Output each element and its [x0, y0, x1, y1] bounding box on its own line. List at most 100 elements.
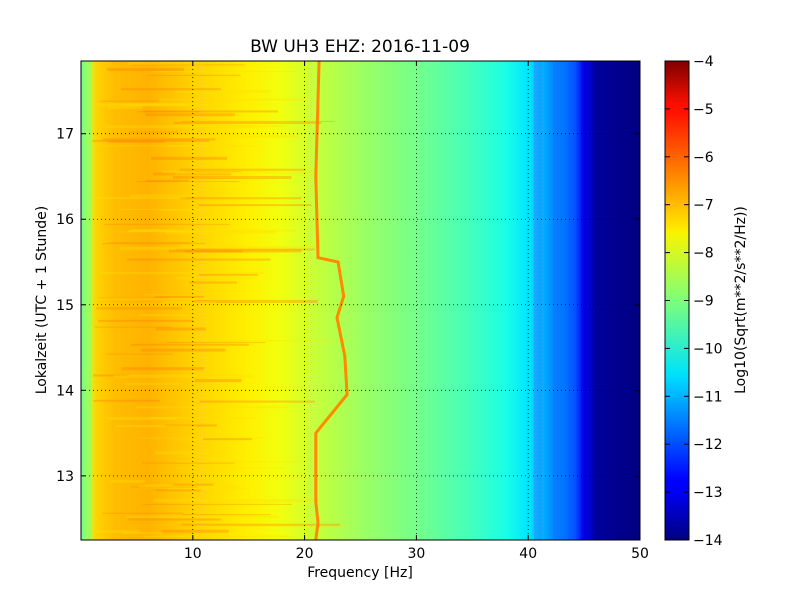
y-tick-label: 13	[56, 469, 74, 485]
streak	[107, 106, 143, 110]
y-tick-label: 16	[56, 212, 74, 228]
streak	[176, 467, 287, 469]
band-overlays	[81, 61, 588, 540]
streak	[175, 461, 302, 463]
streak	[115, 425, 196, 428]
streak	[122, 367, 204, 371]
streak	[154, 295, 204, 298]
streak	[92, 139, 210, 142]
plot-frame	[80, 60, 641, 541]
row-streaks	[92, 61, 345, 540]
streak	[108, 102, 193, 106]
streak	[181, 523, 340, 526]
streak	[93, 374, 130, 377]
colorbar-tick-label: −5	[693, 102, 714, 118]
colorbar-tick-label: −11	[693, 389, 723, 405]
streak	[179, 197, 302, 200]
streak	[165, 424, 217, 427]
streak	[137, 111, 201, 113]
streak	[94, 326, 172, 328]
streak	[188, 281, 237, 284]
streak	[108, 140, 165, 143]
streak	[194, 379, 242, 383]
plot-area	[81, 61, 640, 540]
streak	[174, 277, 254, 280]
y-tick-label: 15	[56, 298, 74, 314]
streak	[153, 499, 320, 503]
streak	[151, 156, 227, 160]
streak	[167, 173, 223, 176]
streak	[167, 487, 249, 490]
streak	[179, 168, 306, 171]
streak	[128, 131, 178, 133]
streak	[162, 301, 217, 304]
streak	[119, 208, 223, 210]
band-stripe	[533, 61, 542, 540]
streak	[141, 348, 226, 352]
streak	[173, 125, 286, 128]
streak	[96, 307, 182, 310]
colorbar-tick-label: −10	[693, 341, 723, 357]
streak	[97, 145, 258, 147]
streak	[160, 209, 203, 212]
streak	[145, 113, 235, 117]
streak	[127, 258, 271, 261]
streak	[100, 271, 265, 274]
x-tick-label: 10	[184, 546, 202, 562]
streak	[99, 100, 159, 102]
streak	[105, 125, 253, 129]
streak	[123, 382, 180, 385]
streak	[165, 230, 277, 234]
streak	[172, 483, 214, 486]
streak	[180, 120, 335, 122]
streak	[185, 171, 242, 173]
streak	[179, 181, 248, 184]
spectrogram-background	[81, 61, 640, 540]
streak	[199, 400, 315, 403]
streak	[92, 529, 140, 533]
streak	[110, 479, 145, 483]
streak	[131, 229, 176, 231]
streak	[146, 179, 189, 182]
streak	[199, 273, 258, 276]
colorbar-tick-label: −6	[693, 150, 714, 166]
colorbar-tick-label: −14	[693, 533, 723, 549]
streak	[108, 242, 191, 244]
streak	[178, 340, 342, 342]
streak	[171, 134, 299, 138]
streak	[132, 64, 245, 66]
streak	[120, 246, 196, 250]
streak	[121, 532, 164, 535]
streak	[105, 353, 174, 355]
streak	[100, 303, 253, 306]
streak	[143, 294, 178, 296]
streak	[152, 71, 298, 73]
streak	[203, 438, 252, 441]
streak	[174, 172, 250, 175]
streak	[126, 515, 279, 518]
colorbar-tick-label: −4	[693, 54, 714, 70]
streak	[142, 462, 236, 464]
streak	[143, 535, 294, 538]
chart-title: BW UH3 EHZ: 2016-11-09	[250, 37, 470, 57]
streak	[130, 343, 249, 346]
y-axis-label: Lokalzeit (UTC + 1 Stunde)	[34, 206, 50, 395]
streak	[98, 319, 194, 322]
streak	[137, 181, 240, 183]
streak	[181, 514, 271, 516]
streak	[127, 61, 204, 65]
streak	[117, 231, 192, 233]
streak	[130, 486, 198, 488]
streak	[113, 374, 254, 378]
streak	[175, 90, 270, 94]
streak	[92, 196, 187, 199]
streak	[130, 229, 296, 232]
streak	[171, 439, 242, 441]
streak	[172, 175, 292, 179]
colorbar-tick-label: −9	[693, 294, 714, 310]
streak	[193, 299, 319, 303]
x-axis-ticks: 10 20 30 40 50	[184, 61, 649, 562]
streak	[151, 416, 256, 419]
narrowband-tone-line	[314, 61, 349, 540]
